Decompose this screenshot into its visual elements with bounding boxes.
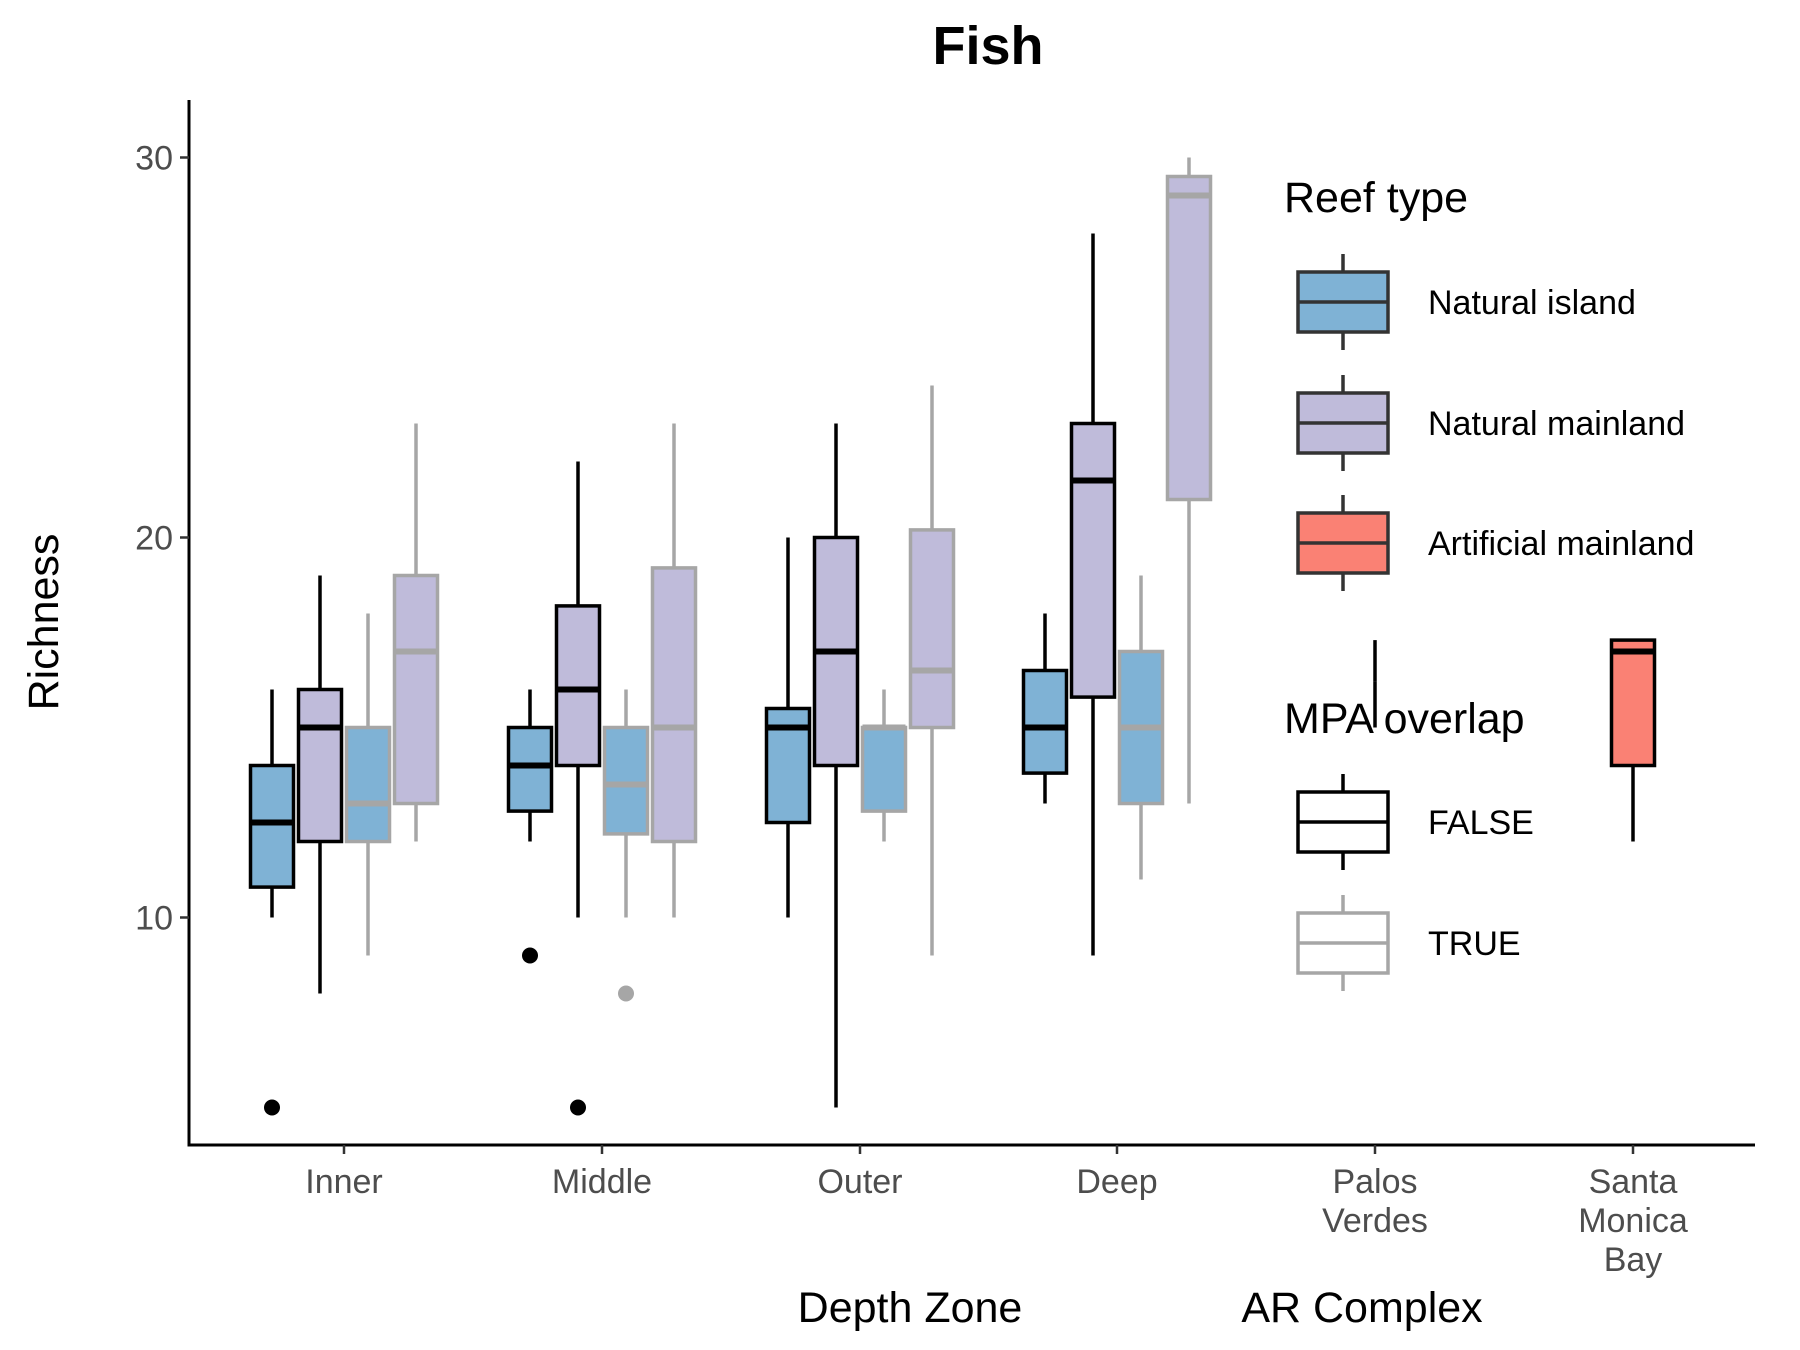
box-inner-natural-mainland-false <box>296 575 344 994</box>
legend-label-natural-island: Natural island <box>1428 284 1636 322</box>
box-middle-natural-mainland-false <box>554 461 602 1116</box>
x-tick-label-inner: Inner <box>305 1163 383 1201</box>
box-middle-natural-island-true <box>602 689 650 1002</box>
box-middle-natural-island-false <box>506 689 554 964</box>
box-inner-natural-island-false <box>248 689 296 1116</box>
y-tick-label-20: 20 <box>135 520 173 558</box>
box-body <box>1021 668 1069 775</box>
legend-key-natural-island <box>1296 254 1390 350</box>
legend-label-mpa-true: TRUE <box>1428 925 1521 963</box>
x-tick-label-deep: Deep <box>1076 1163 1157 1201</box>
box-body <box>344 725 392 844</box>
legend-title-reef-type: Reef type <box>1284 174 1468 222</box>
box-body <box>860 725 908 813</box>
box-outer-natural-mainland-true <box>908 385 956 956</box>
box-inner-natural-island-true <box>344 613 392 956</box>
legend-key-natural-mainland <box>1296 375 1390 471</box>
plot-area: 10 20 30 Inner Middle Outer Deep Palos Verdes San… <box>135 100 1755 1279</box>
box-body <box>1069 421 1117 699</box>
box-body <box>908 528 956 730</box>
box-body <box>506 725 554 813</box>
outlier-point <box>264 1099 280 1116</box>
legend-key-mpa-false <box>1296 774 1390 870</box>
box-santa-monica-bay-artificial-mainland-false <box>1609 638 1657 842</box>
box-body <box>1165 174 1213 502</box>
legend-label-artificial-mainland: Artificial mainland <box>1428 525 1694 563</box>
box-outer-natural-mainland-false <box>812 423 860 1108</box>
outlier-point <box>570 1099 586 1116</box>
box-deep-natural-island-true <box>1117 575 1165 880</box>
legend-label-natural-mainland: Natural mainland <box>1428 405 1685 443</box>
legend: Reef type Natural island Natural mainland A… <box>1284 174 1694 991</box>
legend-label-mpa-false: FALSE <box>1428 804 1534 842</box>
box-deep-natural-mainland-false <box>1069 233 1117 956</box>
outlier-point <box>522 947 538 964</box>
box-body <box>602 725 650 836</box>
x-group-title-depth-zone: Depth Zone <box>798 1284 1023 1332</box>
box-outer-natural-island-false <box>764 537 812 918</box>
chart-title: Fish <box>932 16 1043 76</box>
legend-title-mpa-overlap: MPA overlap <box>1284 695 1525 743</box>
x-tick-label-outer: Outer <box>817 1163 902 1201</box>
y-tick-label-10: 10 <box>135 900 173 938</box>
legend-key-artificial-mainland <box>1296 495 1390 591</box>
y-tick-label-30: 30 <box>135 140 173 178</box>
y-axis-title: Richness <box>20 534 68 711</box>
x-tick-label-middle: Middle <box>552 1163 652 1201</box>
box-middle-natural-mainland-true <box>650 423 698 918</box>
box-body <box>1609 638 1657 768</box>
box-body <box>392 573 440 806</box>
box-deep-natural-mainland-true <box>1165 157 1213 804</box>
box-body <box>248 763 296 889</box>
box-deep-natural-island-false <box>1021 613 1069 804</box>
legend-key-mpa-true <box>1296 895 1390 991</box>
box-body <box>296 687 344 844</box>
x-group-title-ar-complex: AR Complex <box>1241 1284 1483 1332</box>
outlier-point <box>618 985 634 1002</box>
x-tick-label-palos-verdes: Palos Verdes <box>1322 1163 1428 1240</box>
box-body <box>554 604 602 768</box>
x-tick-label-santa-monica-bay: Santa Monica Bay <box>1578 1163 1688 1279</box>
box-inner-natural-mainland-true <box>392 423 440 842</box>
box-body <box>650 566 698 844</box>
box-outer-natural-island-true <box>860 689 908 842</box>
